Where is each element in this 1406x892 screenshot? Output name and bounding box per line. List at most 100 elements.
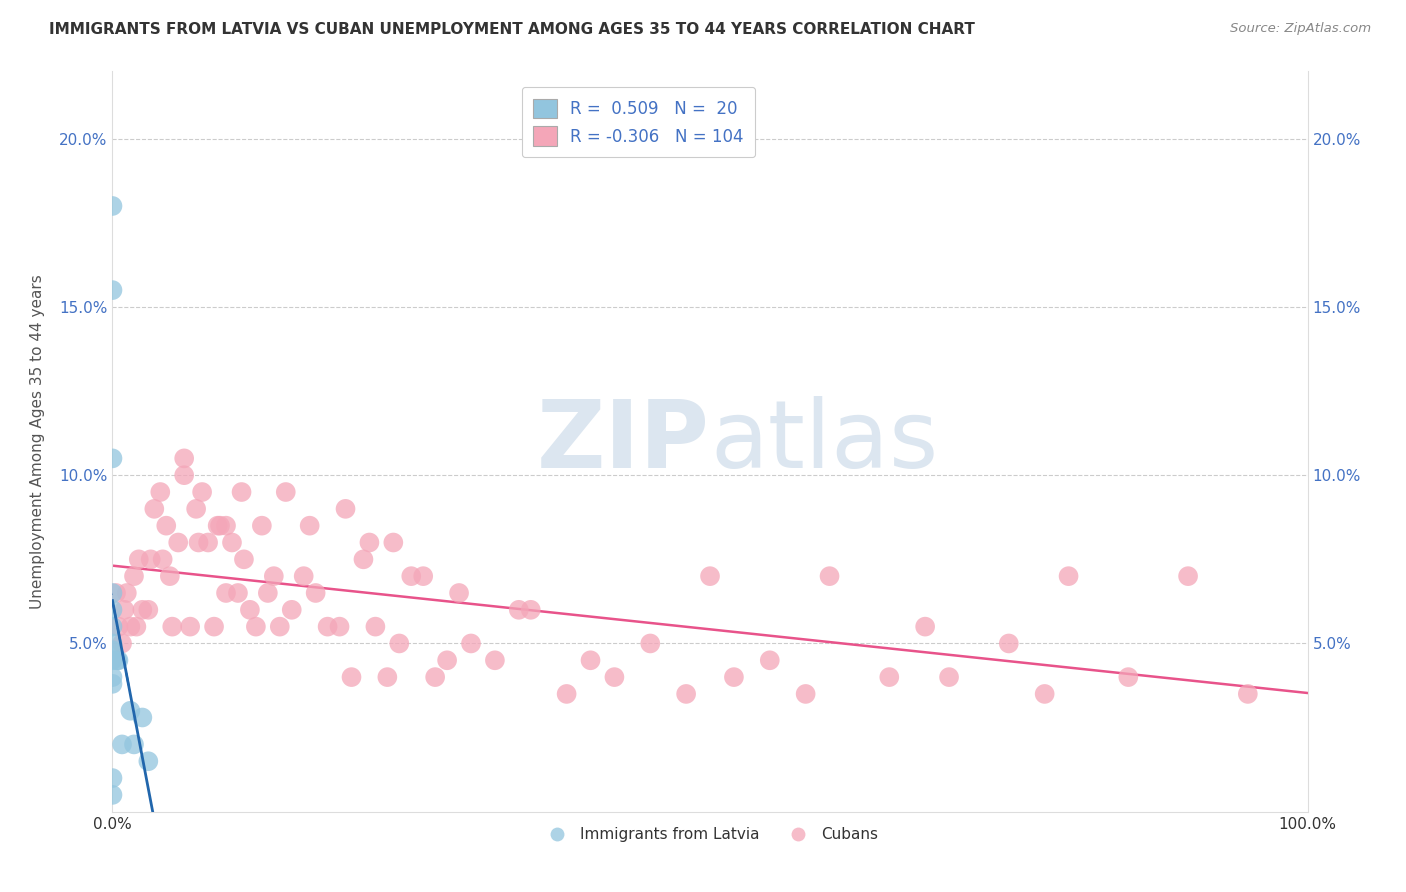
Point: [111, 636, 134, 650]
Point: [250, 518, 273, 533]
Text: atlas: atlas: [710, 395, 938, 488]
Point: [1033, 687, 1056, 701]
Point: [377, 670, 399, 684]
Text: Source: ZipAtlas.com: Source: ZipAtlas.com: [1230, 22, 1371, 36]
Point: [759, 653, 782, 667]
Point: [879, 670, 901, 684]
Point: [101, 451, 124, 466]
Point: [257, 586, 280, 600]
Point: [274, 485, 297, 500]
Point: [316, 619, 339, 633]
Point: [101, 199, 124, 213]
Point: [555, 687, 578, 701]
Point: [914, 619, 936, 633]
Point: [215, 518, 238, 533]
Point: [101, 653, 124, 667]
Point: [699, 569, 721, 583]
Legend: Immigrants from Latvia, Cubans: Immigrants from Latvia, Cubans: [536, 822, 884, 848]
Point: [101, 283, 124, 297]
Point: [114, 603, 135, 617]
Point: [209, 518, 232, 533]
Point: [239, 603, 262, 617]
Point: [723, 670, 745, 684]
Point: [359, 535, 381, 549]
Point: [101, 677, 124, 691]
Point: [353, 552, 375, 566]
Point: [298, 518, 321, 533]
Point: [221, 535, 243, 549]
Point: [107, 653, 129, 667]
Point: [128, 552, 150, 566]
Point: [207, 518, 229, 533]
Point: [1237, 687, 1260, 701]
Point: [105, 586, 128, 600]
Text: ZIP: ZIP: [537, 395, 710, 488]
Point: [245, 619, 267, 633]
Point: [675, 687, 697, 701]
Point: [263, 569, 285, 583]
Y-axis label: Unemployment Among Ages 35 to 44 years: Unemployment Among Ages 35 to 44 years: [31, 274, 45, 609]
Point: [101, 643, 124, 657]
Point: [167, 535, 190, 549]
Point: [131, 710, 153, 724]
Point: [579, 653, 602, 667]
Point: [818, 569, 841, 583]
Point: [603, 670, 626, 684]
Point: [101, 636, 124, 650]
Point: [382, 535, 405, 549]
Point: [292, 569, 315, 583]
Point: [215, 586, 238, 600]
Point: [191, 485, 214, 500]
Point: [460, 636, 482, 650]
Point: [998, 636, 1021, 650]
Point: [425, 670, 447, 684]
Point: [508, 603, 530, 617]
Point: [101, 788, 124, 802]
Point: [794, 687, 817, 701]
Point: [120, 619, 142, 633]
Point: [101, 619, 124, 633]
Point: [231, 485, 253, 500]
Point: [101, 603, 124, 617]
Point: [938, 670, 960, 684]
Point: [1057, 569, 1080, 583]
Point: [122, 738, 145, 752]
Point: [101, 670, 124, 684]
Point: [101, 771, 124, 785]
Point: [101, 586, 124, 600]
Point: [159, 569, 181, 583]
Point: [1118, 670, 1140, 684]
Point: [115, 586, 138, 600]
Point: [233, 552, 256, 566]
Point: [436, 653, 458, 667]
Point: [1177, 569, 1199, 583]
Point: [143, 501, 166, 516]
Point: [281, 603, 304, 617]
Point: [484, 653, 506, 667]
Point: [138, 603, 160, 617]
Point: [401, 569, 423, 583]
Point: [173, 451, 195, 466]
Point: [138, 754, 160, 768]
Point: [125, 619, 148, 633]
Point: [226, 586, 249, 600]
Point: [131, 603, 153, 617]
Point: [388, 636, 411, 650]
Point: [111, 738, 134, 752]
Point: [202, 619, 225, 633]
Point: [329, 619, 352, 633]
Point: [187, 535, 209, 549]
Point: [139, 552, 162, 566]
Point: [449, 586, 471, 600]
Point: [197, 535, 219, 549]
Point: [155, 518, 177, 533]
Point: [162, 619, 183, 633]
Point: [340, 670, 363, 684]
Point: [179, 619, 201, 633]
Point: [149, 485, 172, 500]
Point: [186, 501, 208, 516]
Point: [120, 704, 142, 718]
Point: [107, 619, 129, 633]
Point: [335, 501, 357, 516]
Point: [640, 636, 662, 650]
